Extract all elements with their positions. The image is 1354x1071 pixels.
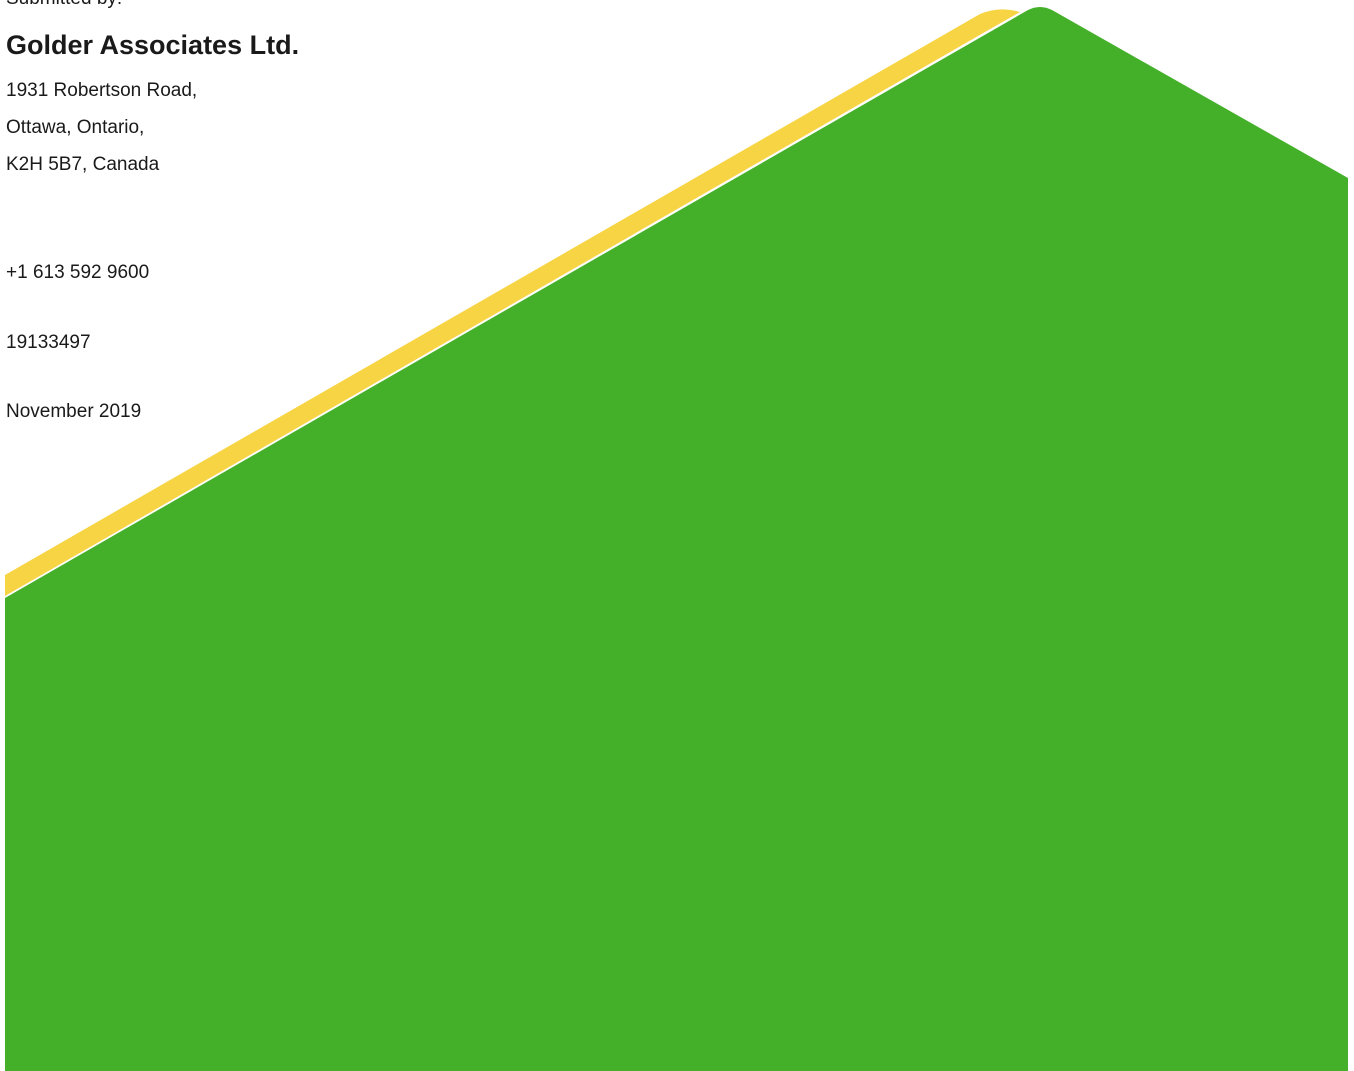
green-house-shape [5, 7, 1348, 1071]
address-line-3: K2H 5B7, Canada [6, 154, 160, 175]
address-line-2: Ottawa, Ontario, [6, 117, 145, 138]
submitted-by-label: Submitted by: [6, 0, 122, 10]
address-line-1: 1931 Robertson Road, [6, 80, 198, 101]
yellow-accent-band [5, 9, 1020, 596]
company-name: Golder Associates Ltd. [6, 30, 300, 60]
phone-number: +1 613 592 9600 [6, 262, 150, 283]
project-number: 19133497 [6, 332, 91, 353]
report-date: November 2019 [6, 401, 142, 422]
